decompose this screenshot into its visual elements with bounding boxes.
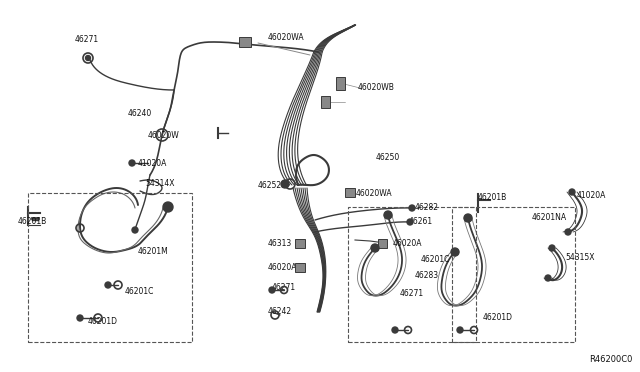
Text: 41020A: 41020A — [577, 192, 606, 201]
Circle shape — [451, 248, 459, 256]
Text: 46201D: 46201D — [88, 317, 118, 327]
Circle shape — [163, 202, 173, 212]
Bar — [452, 207, 575, 342]
Circle shape — [569, 189, 575, 195]
Circle shape — [105, 282, 111, 288]
Circle shape — [281, 180, 289, 188]
Circle shape — [464, 214, 472, 222]
Bar — [239, 37, 251, 47]
Circle shape — [77, 315, 83, 321]
Text: 46283: 46283 — [415, 272, 439, 280]
Text: 46020A: 46020A — [393, 238, 422, 247]
Bar — [335, 77, 344, 90]
Text: 46240: 46240 — [128, 109, 152, 118]
Circle shape — [392, 327, 398, 333]
Circle shape — [384, 211, 392, 219]
Text: 41020A: 41020A — [138, 158, 168, 167]
Text: 46271: 46271 — [75, 35, 99, 45]
Bar — [295, 238, 305, 247]
Circle shape — [269, 287, 275, 293]
Text: 46201NA: 46201NA — [532, 214, 567, 222]
Bar — [345, 187, 355, 196]
Text: 46020WA: 46020WA — [356, 189, 392, 198]
Circle shape — [86, 55, 90, 61]
Text: 46282: 46282 — [415, 203, 439, 212]
Text: 46250: 46250 — [376, 153, 400, 161]
Circle shape — [457, 327, 463, 333]
Text: 46201M: 46201M — [138, 247, 169, 257]
Text: 54314X: 54314X — [145, 180, 175, 189]
Bar — [321, 96, 330, 108]
Text: 46201B: 46201B — [478, 193, 508, 202]
Circle shape — [545, 275, 551, 281]
Text: 46020WB: 46020WB — [358, 83, 395, 93]
Bar — [295, 263, 305, 272]
Text: 46020W: 46020W — [148, 131, 180, 141]
Circle shape — [549, 245, 555, 251]
Bar — [28, 193, 192, 342]
Text: 46252M: 46252M — [258, 180, 289, 189]
Circle shape — [409, 205, 415, 211]
Circle shape — [132, 227, 138, 233]
Bar — [348, 207, 476, 342]
Bar — [378, 238, 387, 247]
Circle shape — [371, 244, 379, 252]
Text: 46201D: 46201D — [483, 314, 513, 323]
Text: 46020WA: 46020WA — [268, 33, 305, 42]
Text: 46271: 46271 — [272, 283, 296, 292]
Text: 46271: 46271 — [400, 289, 424, 298]
Circle shape — [407, 219, 413, 225]
Text: 46201C: 46201C — [125, 286, 154, 295]
Circle shape — [129, 160, 135, 166]
Text: 46201C: 46201C — [421, 254, 451, 263]
Text: 46201B: 46201B — [18, 218, 47, 227]
Circle shape — [565, 229, 571, 235]
Text: 46242: 46242 — [268, 308, 292, 317]
Text: 54315X: 54315X — [565, 253, 595, 262]
Text: 46020AA: 46020AA — [268, 263, 303, 273]
Text: 46261: 46261 — [409, 218, 433, 227]
Text: 46313: 46313 — [268, 238, 292, 247]
Text: R46200C0: R46200C0 — [589, 355, 632, 364]
